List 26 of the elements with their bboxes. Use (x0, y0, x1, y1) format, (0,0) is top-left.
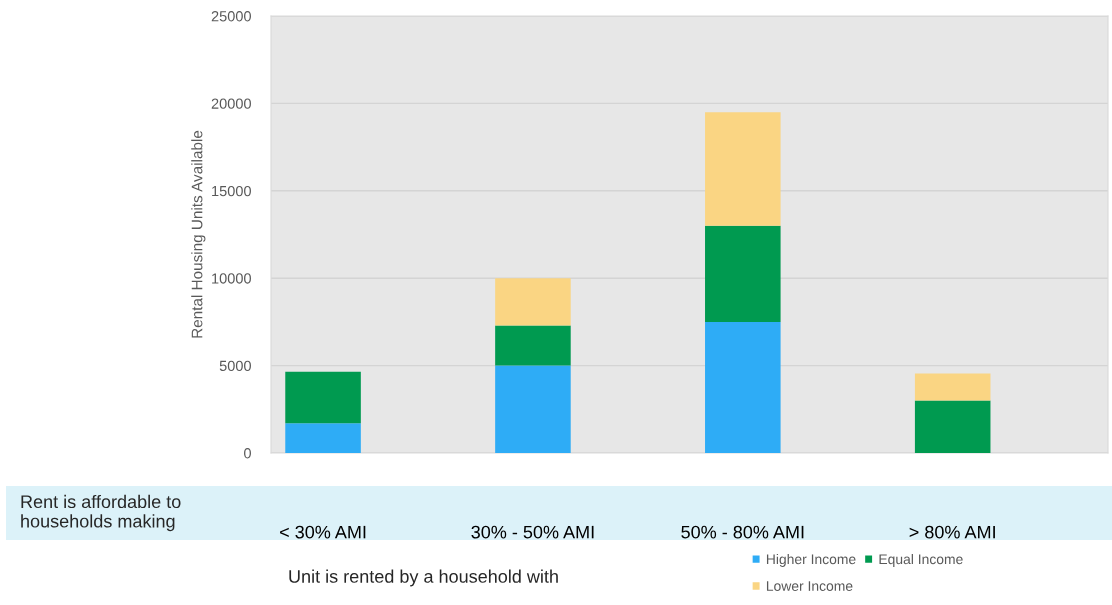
bar (495, 278, 571, 326)
bar (705, 321, 781, 453)
bar (285, 423, 361, 453)
bar (914, 400, 991, 453)
text: Rent is affordable to households making (21, 494, 181, 532)
legend-label: Higher Income (766, 553, 856, 567)
bar (705, 225, 781, 322)
bar (495, 365, 571, 453)
y-tick-label: 15000 (212, 185, 251, 197)
y-axis-title: Rental Housing Units Available (191, 130, 206, 338)
text: Unit is rented by a household with (289, 569, 558, 587)
bar (914, 373, 991, 401)
legend-label: Lower Income (766, 581, 853, 591)
legend-label: Equal Income (879, 553, 963, 567)
y-tick-label: 25000 (211, 11, 251, 22)
x-tick-label: > 80% AMI (909, 525, 995, 539)
y-tick-label: 10000 (212, 273, 251, 284)
y-tick-label: 20000 (211, 98, 251, 109)
bar (705, 112, 781, 226)
x-tick-label: 50% - 80% AMI (681, 525, 804, 539)
y-tick-label: 0 (244, 448, 251, 459)
x-tick-label: < 30% AMI (280, 525, 366, 539)
bar (495, 325, 571, 366)
y-tick-label: 5000 (219, 360, 251, 372)
x-tick-label: 30% - 50% AMI (471, 525, 594, 539)
bar (285, 371, 361, 424)
